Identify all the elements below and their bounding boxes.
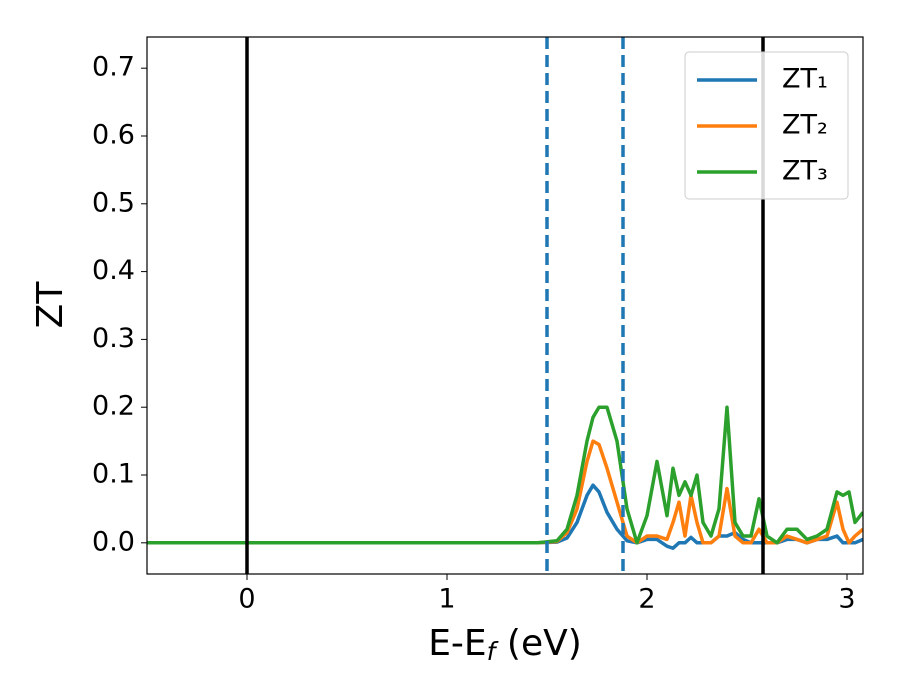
x-tick-label: 2	[638, 584, 655, 615]
legend-label: ZT₂	[782, 110, 828, 141]
y-tick-label: 0.0	[92, 526, 135, 557]
legend: ZT₁ ZT₂ ZT₃	[684, 51, 849, 200]
legend-box	[684, 51, 849, 200]
y-tick-label: 0.7	[92, 52, 135, 83]
series-line	[147, 405, 863, 545]
x-tick-label: 0	[238, 584, 255, 615]
x-tick-label: 1	[438, 584, 455, 615]
legend-label: ZT₁	[782, 64, 828, 95]
x-tick-label: 3	[838, 584, 855, 615]
legend-label: ZT₃	[782, 156, 828, 187]
x-axis-label: E-Ef (eV)	[428, 623, 582, 666]
y-tick-label: 0.5	[92, 187, 135, 218]
y-axis-label: ZT	[30, 281, 71, 329]
plot-frame	[146, 36, 864, 575]
series-line	[147, 439, 863, 545]
y-tick-label: 0.4	[92, 255, 135, 286]
y-tick-label: 0.6	[92, 119, 135, 150]
y-tick-label: 0.1	[92, 459, 135, 490]
y-tick-label: 0.2	[92, 391, 135, 422]
y-tick-label: 0.3	[92, 323, 135, 354]
